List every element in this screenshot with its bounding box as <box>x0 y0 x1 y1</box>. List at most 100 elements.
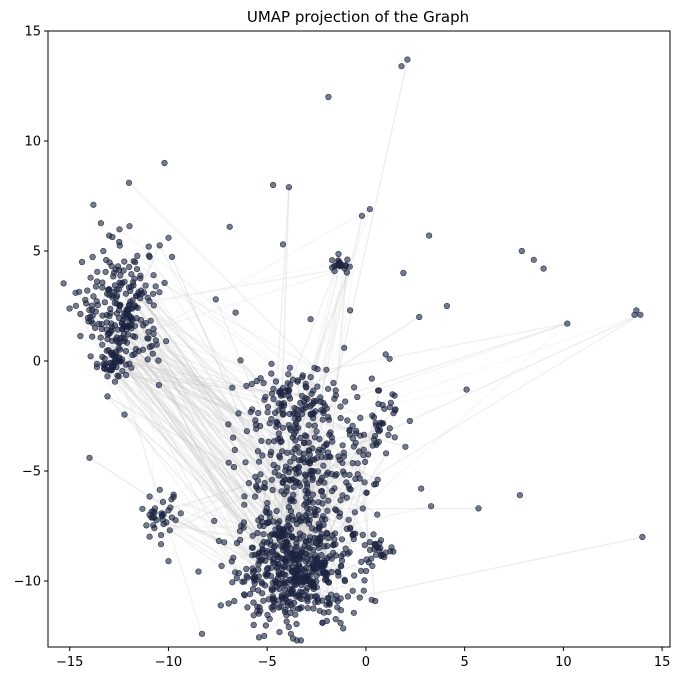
scatter-point <box>341 471 348 478</box>
scatter-point <box>295 605 302 612</box>
graph-edge <box>316 452 387 569</box>
scatter-point <box>146 298 153 305</box>
scatter-point <box>329 257 336 264</box>
scatter-point <box>310 546 317 554</box>
scatter-point <box>398 63 405 70</box>
scatter-point <box>283 538 290 545</box>
graph-edge <box>137 307 361 599</box>
scatter-point <box>342 545 349 552</box>
scatter-point <box>260 379 267 387</box>
scatter-point <box>330 379 337 387</box>
scatter-point <box>306 516 313 524</box>
x-tick-label: 5 <box>461 655 469 670</box>
scatter-point <box>172 517 179 524</box>
scatter-point <box>344 417 351 424</box>
scatter-point <box>273 508 280 515</box>
scatter-point <box>119 368 126 375</box>
x-tick-label: −10 <box>155 655 182 670</box>
scatter-point <box>289 551 296 558</box>
scatter-point <box>318 488 325 495</box>
scatter-point <box>249 532 256 539</box>
scatter-point <box>82 296 89 304</box>
y-tick-label: −10 <box>14 575 41 590</box>
scatter-point <box>354 460 361 467</box>
scatter-point <box>155 357 162 364</box>
scatter-point <box>146 253 153 260</box>
scatter-point <box>329 487 336 495</box>
scatter-point <box>302 380 309 387</box>
scatter-point <box>309 476 316 484</box>
scatter-point <box>297 434 304 442</box>
scatter-point <box>232 569 239 576</box>
graph-edge <box>306 486 362 563</box>
scatter-point <box>115 307 123 314</box>
scatter-point <box>131 275 138 282</box>
scatter-point <box>156 242 163 249</box>
scatter-point <box>285 392 292 400</box>
scatter-point <box>99 341 106 348</box>
scatter-point <box>252 493 259 500</box>
scatter-point <box>115 373 122 380</box>
graph-edge <box>107 334 203 635</box>
scatter-point <box>240 519 247 526</box>
graph-edge <box>139 297 294 496</box>
scatter-point <box>302 587 310 594</box>
scatter-point <box>270 181 277 189</box>
scatter-point <box>288 588 295 595</box>
scatter-point <box>281 491 288 498</box>
graph-edge <box>90 355 285 567</box>
scatter-point <box>345 516 352 523</box>
scatter-point <box>248 544 256 551</box>
scatter-point <box>379 401 386 409</box>
scatter-point <box>319 416 326 423</box>
scatter-point <box>323 405 330 412</box>
scatter-point <box>315 499 322 506</box>
scatter-point <box>106 232 113 239</box>
scatter-point <box>361 479 368 486</box>
scatter-point <box>298 392 306 399</box>
scatter-point <box>389 391 396 398</box>
scatter-point <box>282 463 290 470</box>
scatter-point <box>100 248 107 255</box>
scatter-point <box>518 247 526 255</box>
scatter-point <box>264 571 271 578</box>
scatter-point <box>337 607 345 614</box>
scatter-point <box>295 463 303 470</box>
scatter-point <box>320 609 328 616</box>
scatter-point <box>111 378 119 385</box>
scatter-point <box>247 408 254 416</box>
scatter-point <box>264 520 271 527</box>
scatter-point <box>337 403 344 410</box>
scatter-point <box>335 572 342 579</box>
scatter-point <box>163 338 170 345</box>
scatter-point <box>217 602 224 609</box>
scatter-point <box>366 546 374 554</box>
scatter-point <box>291 455 298 462</box>
scatter-point <box>325 578 332 586</box>
scatter-point <box>358 558 365 566</box>
scatter-point <box>274 520 281 527</box>
scatter-point <box>145 335 152 342</box>
scatter-point <box>241 592 248 599</box>
scatter-point <box>304 395 311 403</box>
scatter-point <box>292 559 299 566</box>
scatter-point <box>443 302 451 310</box>
scatter-point <box>276 454 284 461</box>
scatter-point <box>150 302 157 309</box>
scatter-point <box>215 537 222 545</box>
scatter-point <box>346 471 353 479</box>
scatter-point <box>319 619 326 626</box>
scatter-point <box>325 497 332 504</box>
scatter-point <box>280 473 287 480</box>
scatter-point <box>356 475 363 482</box>
scatter-point <box>268 360 275 367</box>
scatter-point <box>129 351 136 359</box>
y-axis: −10 −5 0 5 10 15 <box>14 25 48 590</box>
graph-edge <box>108 288 248 432</box>
scatter-point <box>103 256 110 264</box>
scatter-point <box>311 505 318 513</box>
scatter-point <box>360 446 367 453</box>
scatter-point <box>225 600 232 607</box>
scatter-point <box>359 505 366 512</box>
scatter-point <box>236 527 244 535</box>
